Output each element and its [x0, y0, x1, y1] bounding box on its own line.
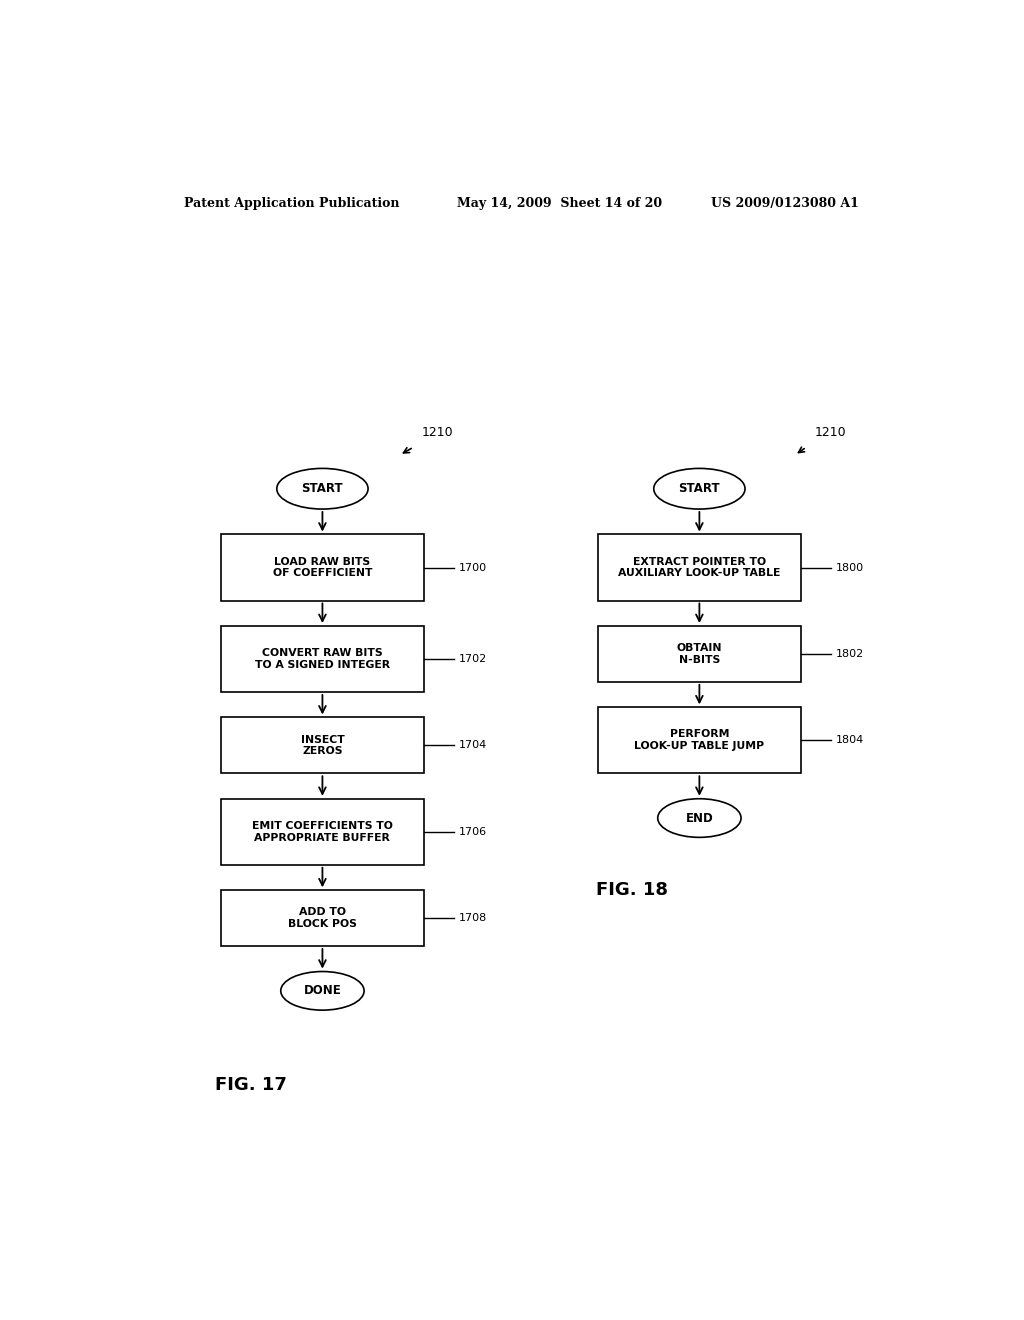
- Text: 1708: 1708: [460, 913, 487, 923]
- Text: EMIT COEFFICIENTS TO
APPROPRIATE BUFFER: EMIT COEFFICIENTS TO APPROPRIATE BUFFER: [252, 821, 393, 842]
- Text: 1700: 1700: [460, 562, 487, 573]
- Text: 1804: 1804: [837, 735, 864, 746]
- Text: 1704: 1704: [460, 741, 487, 750]
- Text: INSECT
ZEROS: INSECT ZEROS: [301, 734, 344, 756]
- FancyBboxPatch shape: [221, 890, 424, 946]
- Ellipse shape: [281, 972, 365, 1010]
- Text: CONVERT RAW BITS
TO A SIGNED INTEGER: CONVERT RAW BITS TO A SIGNED INTEGER: [255, 648, 390, 669]
- Text: LOAD RAW BITS
OF COEFFICIENT: LOAD RAW BITS OF COEFFICIENT: [272, 557, 372, 578]
- Text: EXTRACT POINTER TO
AUXILIARY LOOK-UP TABLE: EXTRACT POINTER TO AUXILIARY LOOK-UP TAB…: [618, 557, 780, 578]
- Text: FIG. 18: FIG. 18: [596, 882, 668, 899]
- Ellipse shape: [276, 469, 368, 510]
- Text: ADD TO
BLOCK POS: ADD TO BLOCK POS: [288, 907, 357, 929]
- Text: FIG. 17: FIG. 17: [215, 1076, 287, 1094]
- Text: OBTAIN
N-BITS: OBTAIN N-BITS: [677, 643, 722, 665]
- Text: 1802: 1802: [837, 649, 864, 659]
- Ellipse shape: [653, 469, 745, 510]
- Ellipse shape: [657, 799, 741, 837]
- Text: 1702: 1702: [460, 653, 487, 664]
- FancyBboxPatch shape: [598, 535, 801, 601]
- FancyBboxPatch shape: [598, 708, 801, 774]
- Text: START: START: [679, 482, 720, 495]
- Text: US 2009/0123080 A1: US 2009/0123080 A1: [712, 197, 859, 210]
- Text: DONE: DONE: [303, 985, 341, 998]
- Text: 1800: 1800: [837, 562, 864, 573]
- FancyBboxPatch shape: [221, 535, 424, 601]
- Text: Patent Application Publication: Patent Application Publication: [183, 197, 399, 210]
- FancyBboxPatch shape: [221, 626, 424, 692]
- Text: 1210: 1210: [814, 426, 846, 440]
- FancyBboxPatch shape: [221, 799, 424, 865]
- Text: 1706: 1706: [460, 826, 487, 837]
- Text: PERFORM
LOOK-UP TABLE JUMP: PERFORM LOOK-UP TABLE JUMP: [634, 730, 765, 751]
- Text: May 14, 2009  Sheet 14 of 20: May 14, 2009 Sheet 14 of 20: [458, 197, 663, 210]
- Text: 1210: 1210: [422, 426, 454, 440]
- Text: START: START: [302, 482, 343, 495]
- FancyBboxPatch shape: [221, 718, 424, 774]
- FancyBboxPatch shape: [598, 626, 801, 682]
- Text: END: END: [685, 812, 714, 825]
